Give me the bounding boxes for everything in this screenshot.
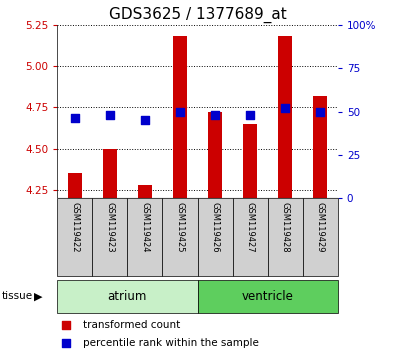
Point bbox=[107, 112, 113, 118]
Point bbox=[142, 117, 148, 123]
Text: atrium: atrium bbox=[108, 290, 147, 303]
Text: transformed count: transformed count bbox=[83, 320, 180, 330]
Text: GSM119423: GSM119423 bbox=[105, 202, 115, 253]
Point bbox=[62, 322, 69, 328]
Point bbox=[247, 112, 253, 118]
Bar bbox=[278, 36, 292, 198]
Text: GSM119427: GSM119427 bbox=[246, 202, 255, 253]
Bar bbox=[103, 149, 117, 198]
Text: ventricle: ventricle bbox=[242, 290, 293, 303]
Bar bbox=[267, 198, 303, 276]
Bar bbox=[243, 124, 257, 198]
Bar bbox=[68, 173, 82, 198]
Bar bbox=[57, 198, 92, 276]
Text: GSM119425: GSM119425 bbox=[175, 202, 184, 253]
Point bbox=[282, 105, 288, 111]
Text: percentile rank within the sample: percentile rank within the sample bbox=[83, 338, 258, 348]
Text: GSM119428: GSM119428 bbox=[280, 202, 290, 253]
Bar bbox=[138, 185, 152, 198]
Text: GSM119422: GSM119422 bbox=[70, 202, 79, 253]
Bar bbox=[198, 280, 338, 313]
Bar bbox=[92, 198, 127, 276]
Bar bbox=[57, 280, 198, 313]
Bar bbox=[208, 112, 222, 198]
Text: ▶: ▶ bbox=[34, 291, 43, 302]
Point bbox=[62, 340, 69, 346]
Bar bbox=[233, 198, 267, 276]
Text: tissue: tissue bbox=[2, 291, 33, 302]
Text: GSM119424: GSM119424 bbox=[140, 202, 149, 253]
Point bbox=[71, 116, 78, 121]
Bar bbox=[303, 198, 338, 276]
Bar bbox=[127, 198, 162, 276]
Bar bbox=[173, 36, 187, 198]
Bar bbox=[162, 198, 198, 276]
Point bbox=[177, 109, 183, 114]
Point bbox=[317, 109, 324, 114]
Bar bbox=[313, 96, 327, 198]
Text: GSM119429: GSM119429 bbox=[316, 202, 325, 253]
Title: GDS3625 / 1377689_at: GDS3625 / 1377689_at bbox=[109, 7, 286, 23]
Text: GSM119426: GSM119426 bbox=[211, 202, 220, 253]
Bar bbox=[198, 198, 233, 276]
Point bbox=[212, 112, 218, 118]
